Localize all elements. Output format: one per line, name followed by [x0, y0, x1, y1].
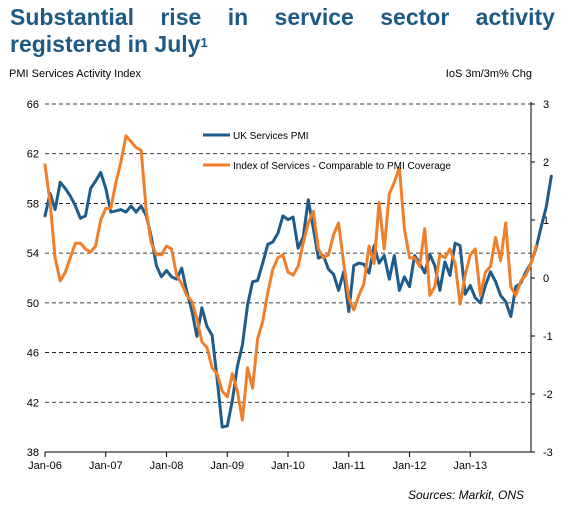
y-right-tick-label: 1 — [543, 215, 549, 227]
x-tick-label: Jan-09 — [210, 460, 244, 472]
title-word: activity — [475, 4, 555, 30]
x-tick-label: Jan-12 — [393, 460, 427, 472]
title-line1: Substantial rise in service sector activ… — [10, 4, 555, 31]
ios-series-line — [43, 134, 538, 422]
y-right-tick-label: 2 — [543, 157, 549, 169]
x-tick-label: Jan-06 — [28, 460, 62, 472]
x-tick-label: Jan-13 — [453, 460, 487, 472]
y-right-tick-label: -2 — [543, 389, 553, 401]
y-right-tick-label: -1 — [543, 331, 553, 343]
title-word: sector — [380, 4, 450, 30]
left-axis-title: PMI Services Activity Index — [9, 68, 142, 80]
right-axis-title: IoS 3m/3m% Chg — [445, 68, 532, 80]
y-right-tick-label: -3 — [543, 447, 553, 459]
title-word: in — [227, 4, 249, 30]
title-word: service — [274, 4, 354, 30]
chart-title: Substantial rise in service sector activ… — [10, 4, 555, 58]
title-word: Substantial — [10, 4, 134, 30]
y-right-tick-label: 0 — [543, 273, 549, 285]
y-left-tick-label: 54 — [27, 248, 39, 260]
title-word: rise — [160, 4, 202, 30]
legend-label-pmi: UK Services PMI — [233, 131, 309, 142]
pmi-series-line — [43, 170, 553, 429]
y-left-tick-label: 62 — [27, 149, 39, 161]
y-left-tick-label: 66 — [27, 99, 39, 111]
y-right-tick-label: 3 — [543, 99, 549, 111]
x-tick-label: Jan-07 — [89, 460, 123, 472]
y-left-tick-label: 38 — [27, 447, 39, 459]
y-left-tick-label: 58 — [27, 198, 39, 210]
x-tick-label: Jan-08 — [150, 460, 184, 472]
legend-label-ios: Index of Services - Comparable to PMI Co… — [233, 161, 451, 172]
x-tick-label: Jan-10 — [271, 460, 305, 472]
source-note: Sources: Markit, ONS — [407, 488, 524, 502]
footnote-mark: 1 — [200, 35, 208, 50]
y-left-tick-label: 42 — [27, 397, 39, 409]
x-tick-label: Jan-11 — [332, 460, 365, 472]
title-line2-text: registered in July — [10, 31, 201, 57]
y-left-tick-label: 50 — [27, 298, 39, 310]
y-left-tick-label: 46 — [27, 348, 39, 360]
title-line2: registered in July1 — [10, 31, 555, 58]
